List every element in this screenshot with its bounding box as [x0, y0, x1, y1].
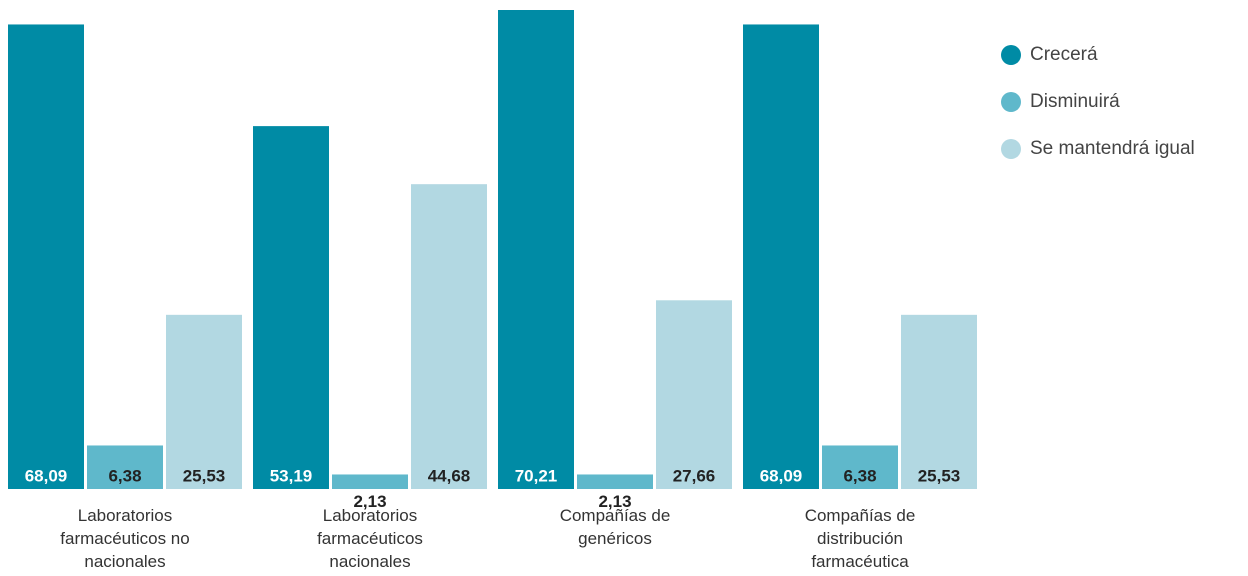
bar	[901, 314, 977, 489]
legend-swatch	[1001, 45, 1021, 65]
value-label: 68,09	[760, 466, 803, 485]
bar	[498, 10, 574, 489]
value-label: 2,13	[598, 492, 631, 511]
category-label: Compañías de genéricos	[559, 506, 671, 548]
value-label: 25,53	[183, 466, 226, 485]
bar	[743, 24, 819, 489]
value-label: 68,09	[25, 466, 68, 485]
bar	[411, 184, 487, 490]
bar	[87, 445, 163, 489]
bar	[577, 474, 653, 489]
bar	[8, 24, 84, 489]
value-label: 2,13	[353, 492, 386, 511]
legend-swatch	[1001, 139, 1021, 159]
value-label: 70,21	[515, 466, 558, 485]
value-label: 6,38	[843, 466, 876, 485]
value-label: 25,53	[918, 466, 961, 485]
bar	[822, 445, 898, 489]
value-label: 6,38	[108, 466, 141, 485]
bar	[253, 126, 329, 490]
bar	[166, 314, 242, 489]
value-label: 53,19	[270, 466, 313, 485]
value-label: 27,66	[673, 466, 716, 485]
category-label: Laboratorios farmacéuticos nacionales	[317, 506, 423, 571]
legend-swatch	[1001, 92, 1021, 112]
legend-label: Crecerá	[1030, 44, 1098, 65]
legend-label: Disminuirá	[1030, 91, 1120, 112]
legend-label: Se mantendrá igual	[1030, 138, 1195, 159]
category-label: Laboratorios farmacéuticos no nacionales	[60, 506, 190, 571]
value-label: 44,68	[428, 466, 471, 485]
category-label: Compañías de distribución farmacéutica	[804, 506, 916, 571]
bar	[332, 474, 408, 489]
bar	[656, 300, 732, 489]
